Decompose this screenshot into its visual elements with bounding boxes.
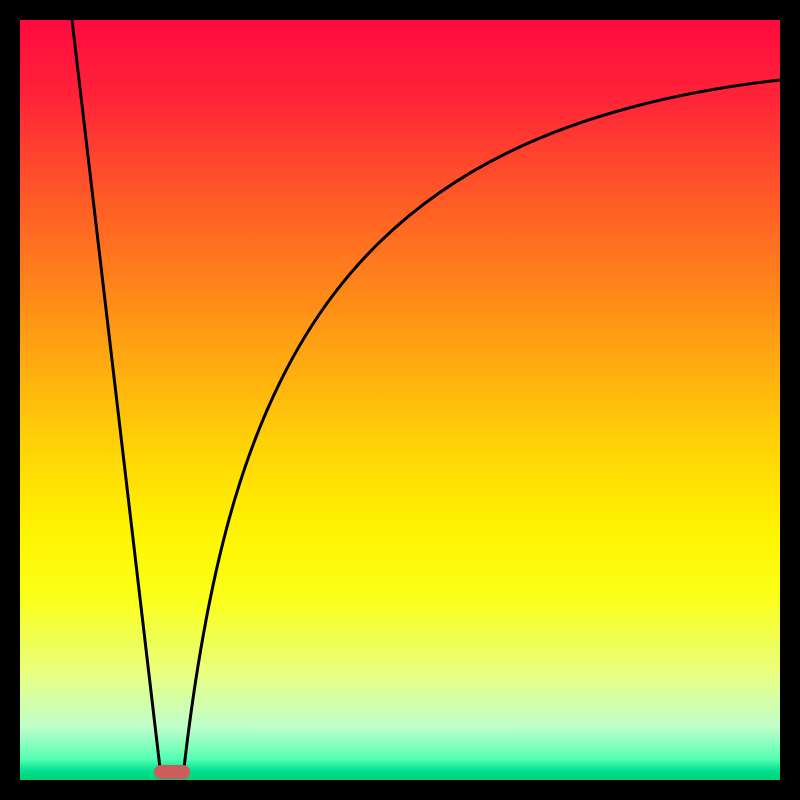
plot-area <box>20 20 780 780</box>
gradient-background <box>20 20 780 780</box>
valley-marker <box>154 765 190 779</box>
chart-frame: TheBottleneck.com <box>0 0 800 800</box>
chart-svg <box>20 20 780 780</box>
